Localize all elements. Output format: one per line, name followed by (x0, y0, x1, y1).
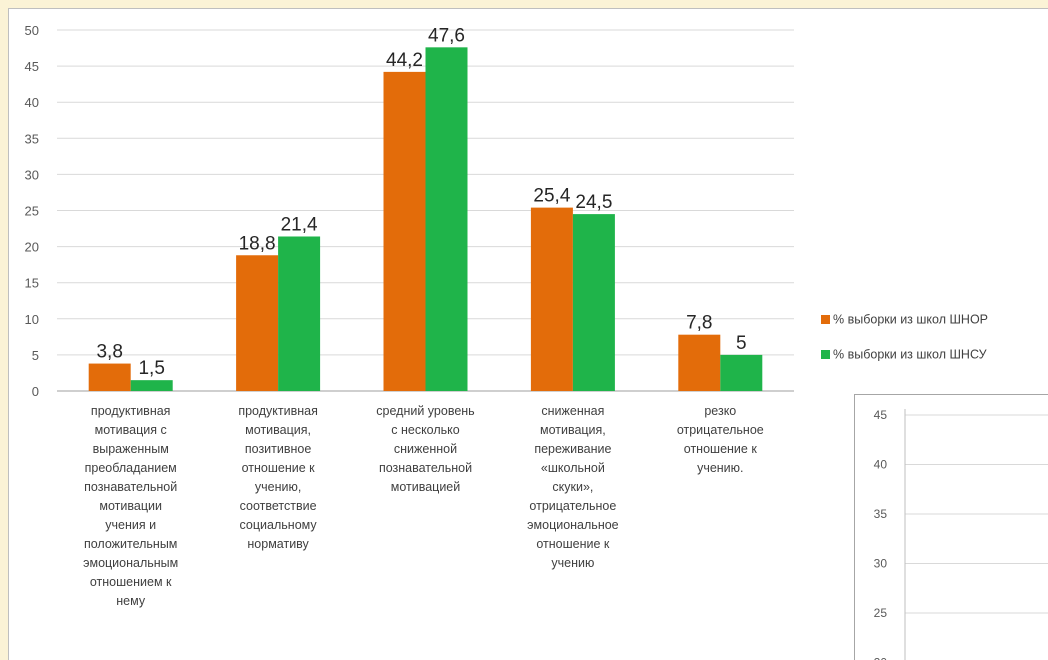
category-label-line: мотивация, (214, 421, 342, 440)
y-tick-label: 15 (25, 276, 39, 291)
data-label: 3,8 (96, 342, 122, 363)
inset-y-tick-label: 25 (874, 606, 888, 620)
y-tick-label: 10 (25, 312, 39, 327)
category-label-line: мотивацией (362, 478, 490, 497)
category-label-line: нему (67, 592, 195, 611)
category-label-line: выраженным (67, 440, 195, 459)
bar-shnor (236, 255, 278, 391)
data-label: 5 (736, 333, 747, 354)
category-label-line: отрицательное (509, 497, 637, 516)
category-label-line: сниженная (509, 402, 637, 421)
y-axis-ticks: 0 5 10 15 20 25 30 35 40 45 50 (25, 23, 39, 399)
category-label-line: резко (656, 402, 784, 421)
category-label-line: познавательной (67, 478, 195, 497)
legend-item-shnsu: % выборки из школ ШНСУ (821, 347, 987, 362)
data-label: 44,2 (386, 50, 423, 71)
category-label-line: отрицательное (656, 421, 784, 440)
category-label-line: преобладанием (67, 459, 195, 478)
category-label-line: мотивация, (509, 421, 637, 440)
category-label-line: продуктивная (67, 402, 195, 421)
category-label-line: «школьной (509, 459, 637, 478)
data-label: 47,6 (428, 25, 465, 46)
category-label-line: познавательной (362, 459, 490, 478)
bar-shnsu (573, 214, 615, 391)
y-tick-label: 25 (25, 204, 39, 219)
inset-y-tick-label: 40 (874, 458, 888, 472)
bar-shnsu (278, 236, 320, 391)
bar-shnor (89, 364, 131, 391)
inset-y-tick-label: 45 (874, 408, 888, 422)
bar-shnsu (720, 355, 762, 391)
y-tick-label: 30 (25, 167, 39, 182)
inset-chart-plot: 45 40 35 30 25 20 (855, 395, 1048, 660)
category-label-line: соответствие (214, 497, 342, 516)
inset-y-tick-label: 20 (874, 656, 888, 660)
bar-shnsu (426, 47, 468, 391)
category-label-line: продуктивная (214, 402, 342, 421)
y-tick-label: 5 (32, 348, 39, 363)
category-label-line: положительным (67, 535, 195, 554)
category-label-line: переживание (509, 440, 637, 459)
inset-y-tick-label: 35 (874, 507, 888, 521)
data-label: 21,4 (281, 214, 318, 235)
legend-label-shnor: % выборки из школ ШНОР (833, 313, 988, 327)
inset-chart: 45 40 35 30 25 20 (854, 394, 1048, 660)
category-label-line: позитивное (214, 440, 342, 459)
category-label-line: отношением к (67, 573, 195, 592)
bar-shnor (384, 72, 426, 391)
category-label-line: нормативу (214, 535, 342, 554)
category-label-line: социальному (214, 516, 342, 535)
category-label-line: сниженной (362, 440, 490, 459)
data-label: 24,5 (575, 192, 612, 213)
data-label: 1,5 (138, 358, 164, 379)
category-label-line: мотивации (67, 497, 195, 516)
category-label-line: отношение к (214, 459, 342, 478)
bar-shnor (531, 208, 573, 391)
category-label-line: учению (509, 554, 637, 573)
data-label: 7,8 (686, 313, 712, 334)
chart-area: 0 5 10 15 20 25 30 35 40 45 50 3,8 18,8 44,2 25,4 7,8 1… (8, 8, 1048, 660)
bar-shnor (678, 335, 720, 391)
data-label: 25,4 (533, 186, 570, 207)
y-tick-label: 20 (25, 240, 39, 255)
data-label: 18,8 (239, 233, 276, 254)
category-label-line: учения и (67, 516, 195, 535)
category-label-line: учению, (214, 478, 342, 497)
y-tick-label: 0 (32, 384, 39, 399)
category-label-line: с несколько (362, 421, 490, 440)
inset-y-tick-label: 30 (874, 557, 888, 571)
category-label-line: учению. (656, 459, 784, 478)
y-tick-label: 40 (25, 95, 39, 110)
legend-item-shnor: % выборки из школ ШНОР (821, 312, 988, 327)
category-label-line: эмоциональное (509, 516, 637, 535)
y-tick-label: 45 (25, 59, 39, 74)
legend-label-shnsu: % выборки из школ ШНСУ (833, 348, 987, 362)
category-label-line: мотивация с (67, 421, 195, 440)
y-tick-label: 35 (25, 131, 39, 146)
category-label-line: скуки», (509, 478, 637, 497)
legend-swatch-shnsu (821, 350, 830, 359)
bar-shnsu (131, 380, 173, 391)
category-label-line: эмоциональным (67, 554, 195, 573)
y-tick-label: 50 (25, 23, 39, 38)
bars (89, 47, 763, 391)
category-label-line: отношение к (509, 535, 637, 554)
category-label-line: отношение к (656, 440, 784, 459)
category-label-line: средний уровень (362, 402, 490, 421)
legend-swatch-shnor (821, 315, 830, 324)
